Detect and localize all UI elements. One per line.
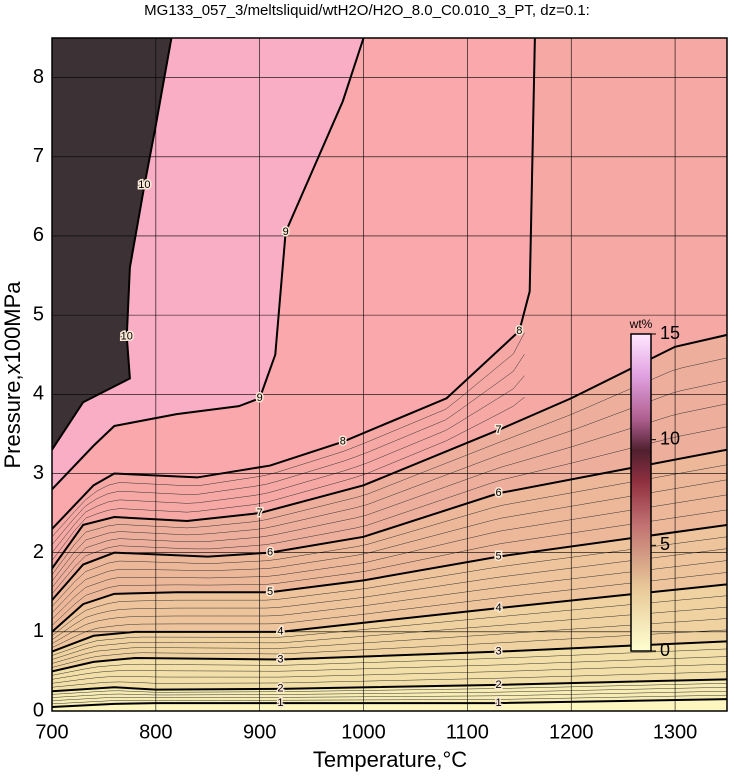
plot-area: 1 1 2 2 3 3 4 4 5 5 6 6 7 7 8 8 9 9 10 10 bbox=[52, 38, 727, 711]
y-tick-label: 2 bbox=[33, 541, 44, 563]
contour-line bbox=[52, 583, 727, 653]
colorbar-tick-label: 0 bbox=[660, 640, 670, 660]
contour-label: 2 bbox=[277, 683, 283, 695]
contour-label: 2 bbox=[495, 679, 501, 691]
thin-contour bbox=[52, 494, 727, 620]
y-tick-label: 1 bbox=[33, 620, 44, 642]
x-tick-label: 800 bbox=[139, 721, 172, 743]
colorbar-label: wt% bbox=[629, 317, 653, 331]
contour-label: 5 bbox=[267, 586, 273, 598]
contour-label: 7 bbox=[495, 424, 501, 436]
thin-contour bbox=[52, 536, 727, 636]
contour-label: 5 bbox=[495, 551, 501, 563]
thin-contour bbox=[52, 656, 727, 680]
thin-contour bbox=[52, 332, 525, 537]
thin-contour bbox=[52, 686, 727, 698]
thin-contour bbox=[52, 396, 525, 561]
thin-contour bbox=[52, 357, 727, 575]
contour-label: 4 bbox=[277, 626, 283, 638]
y-tick-label: 8 bbox=[33, 66, 44, 88]
contour-line bbox=[52, 38, 365, 490]
contour-label: 9 bbox=[283, 226, 289, 238]
x-tick-label: 1000 bbox=[341, 721, 386, 743]
y-tick-label: 0 bbox=[33, 699, 44, 721]
contour-line bbox=[52, 38, 536, 530]
y-tick-label: 5 bbox=[33, 303, 44, 325]
thin-contour bbox=[52, 671, 727, 688]
thin-contour bbox=[52, 403, 727, 588]
thin-contour bbox=[52, 606, 727, 660]
y-tick-label: 4 bbox=[33, 383, 44, 405]
thin-contour bbox=[52, 479, 727, 613]
contour-line bbox=[52, 678, 727, 693]
contour-label: 8 bbox=[340, 436, 346, 448]
contour-label: 7 bbox=[257, 507, 263, 519]
thin-contour bbox=[52, 380, 727, 582]
thin-contour bbox=[52, 663, 727, 684]
contour-label: 3 bbox=[277, 653, 283, 665]
contour-label: 4 bbox=[495, 602, 501, 614]
contour-label: 6 bbox=[267, 547, 273, 559]
contour-line bbox=[52, 333, 727, 570]
colorbar-tick-label: 10 bbox=[660, 428, 680, 448]
x-tick-label: 1100 bbox=[446, 721, 489, 743]
y-tick-label: 3 bbox=[33, 462, 44, 484]
colorbar-tick-label: 5 bbox=[660, 534, 670, 554]
contour-line bbox=[52, 38, 173, 451]
thin-contour bbox=[52, 618, 727, 664]
contour-label: 1 bbox=[277, 697, 283, 709]
thin-contour bbox=[52, 375, 525, 553]
x-tick-label: 900 bbox=[243, 721, 276, 743]
contour-line bbox=[52, 523, 727, 633]
chart-title: MG133_057_3/meltsliquid/wtH2O/H2O_8.0_C0… bbox=[144, 2, 590, 19]
colorbar bbox=[630, 333, 652, 652]
contour-line bbox=[52, 698, 727, 709]
contour-label: 3 bbox=[495, 646, 501, 658]
x-tick-label: 700 bbox=[35, 721, 68, 743]
contour-label: 9 bbox=[257, 392, 263, 404]
thin-contour bbox=[52, 683, 727, 695]
x-tick-label: 1300 bbox=[653, 721, 698, 743]
contour-fill bbox=[52, 38, 172, 450]
contour-label: 10 bbox=[138, 179, 150, 191]
contour-label: 1 bbox=[495, 697, 501, 709]
thin-contour bbox=[52, 426, 727, 594]
thin-contour bbox=[52, 690, 727, 701]
thin-contour bbox=[52, 509, 727, 626]
thin-contour bbox=[52, 464, 727, 607]
contour-label: 10 bbox=[121, 330, 133, 342]
x-axis-label: Temperature,°C bbox=[313, 747, 467, 772]
contour-label: 6 bbox=[495, 487, 501, 499]
thin-contour bbox=[52, 548, 727, 640]
thin-contour bbox=[52, 629, 727, 668]
thin-contour bbox=[52, 572, 727, 648]
contour-label: 8 bbox=[516, 325, 522, 337]
thin-contour bbox=[52, 595, 727, 656]
thin-contour bbox=[52, 560, 727, 644]
y-tick-label: 7 bbox=[33, 145, 44, 167]
x-tick-label: 1200 bbox=[549, 721, 594, 743]
thin-contour bbox=[52, 354, 525, 545]
y-tick-label: 6 bbox=[33, 224, 44, 246]
colorbar-tick-label: 15 bbox=[660, 323, 680, 343]
thin-contour bbox=[52, 694, 727, 705]
contour-line bbox=[52, 640, 727, 673]
y-axis-label: Pressure,x100MPa bbox=[0, 281, 25, 469]
plot-frame bbox=[51, 37, 728, 712]
contour-line bbox=[52, 448, 727, 601]
overlay: 700 800 900 1000 1100 1200 1300012345678wt%051… bbox=[33, 37, 728, 743]
thin-contour bbox=[52, 648, 727, 676]
